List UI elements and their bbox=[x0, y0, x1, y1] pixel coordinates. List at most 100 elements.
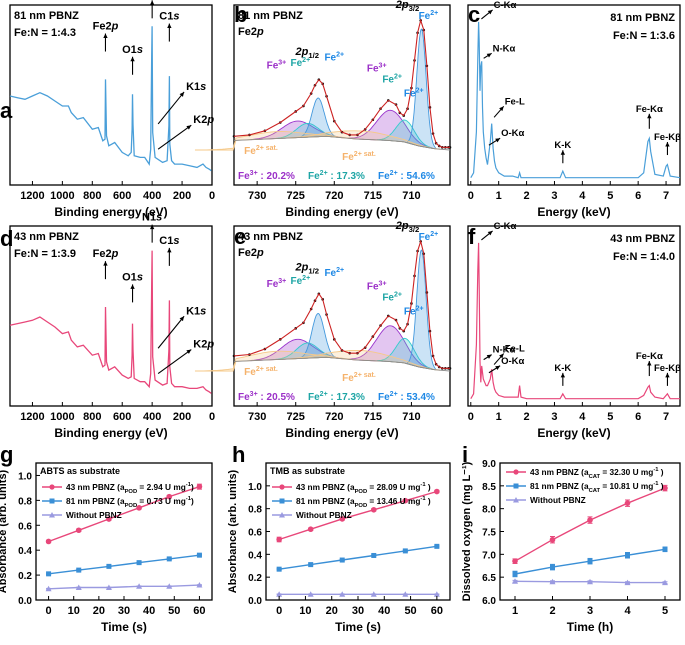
x-tick-label: 710 bbox=[402, 190, 420, 202]
data-marker bbox=[75, 584, 82, 591]
x-tick-label: 710 bbox=[402, 411, 420, 423]
label-part: : 54.6% bbox=[398, 171, 435, 182]
label-part: (a bbox=[579, 467, 589, 477]
peak-label: Fe2p bbox=[93, 248, 119, 260]
panel-i: 43 nm PBNZ (aCAT​ = 32.30 U mg-1​ )81 nm… bbox=[461, 442, 681, 634]
label-part: 81 nm PBNZ bbox=[66, 496, 115, 506]
superscript: 2+ bbox=[416, 306, 424, 313]
peak-annotation: 2p1/2​ bbox=[295, 261, 320, 275]
superscript: -1 bbox=[420, 482, 426, 488]
panel-subtitle: Fe2p bbox=[238, 247, 264, 259]
label-part: Fe2 bbox=[93, 248, 112, 260]
fraction-text: Fe2+​ : 54.6% bbox=[378, 170, 435, 182]
x-tick-label: 7 bbox=[663, 190, 669, 202]
label-part: Fe bbox=[324, 52, 336, 63]
x-tick-label: 30 bbox=[352, 605, 364, 617]
data-marker bbox=[339, 557, 345, 563]
peak-annotation: Fe3+​ bbox=[367, 281, 387, 293]
x-tick-label: 5 bbox=[662, 605, 668, 617]
label-part: Fe bbox=[267, 279, 279, 290]
label-part: K2 bbox=[193, 339, 207, 351]
peak-annotation: 2p3/2​ bbox=[395, 0, 420, 13]
y-tick-label: 0.6 bbox=[248, 528, 262, 539]
data-marker bbox=[512, 558, 518, 564]
superscript: 2+ bbox=[394, 292, 402, 299]
data-marker bbox=[136, 560, 142, 566]
data-marker bbox=[433, 591, 440, 597]
x-tick-label: 400 bbox=[143, 190, 161, 202]
survey-line bbox=[9, 26, 212, 172]
x-tick-label: 2 bbox=[524, 190, 530, 202]
label-part: s bbox=[137, 271, 143, 283]
x-tick-label: 0 bbox=[468, 411, 474, 423]
x-axis-label: Time (h) bbox=[567, 620, 613, 634]
peak-annotation: Fe3+​ bbox=[267, 60, 287, 72]
label-part: p bbox=[111, 248, 119, 260]
arrow-head bbox=[486, 53, 492, 58]
peak-annotation: Fe2+​ bbox=[291, 57, 311, 69]
label-part: Fe bbox=[238, 392, 250, 403]
arrow-head bbox=[560, 372, 566, 378]
background-line bbox=[233, 356, 451, 372]
label-part: Fe bbox=[244, 146, 256, 157]
fraction-text: Fe3+​ : 20.5% bbox=[238, 391, 295, 403]
superscript: 2+ sat. bbox=[354, 151, 376, 158]
x-tick-label: 200 bbox=[173, 411, 191, 423]
label-part: = 0.73 U mg bbox=[137, 496, 186, 506]
x-tick-label: 725 bbox=[287, 411, 305, 423]
label-part: p bbox=[111, 21, 119, 33]
x-tick-label: 725 bbox=[287, 190, 305, 202]
survey-line bbox=[9, 250, 212, 394]
data-marker bbox=[75, 527, 82, 534]
label-part: = 13.46 U mg bbox=[367, 496, 420, 506]
series-line bbox=[48, 584, 200, 590]
peak-arrow bbox=[157, 124, 192, 150]
panel-letter: g bbox=[0, 442, 13, 467]
label-part: Fe bbox=[404, 88, 416, 99]
legend-label: Without PBNZ bbox=[530, 495, 586, 505]
data-marker bbox=[662, 546, 668, 552]
label-part: Fe bbox=[342, 152, 354, 163]
label-part: 43 nm PBNZ bbox=[296, 482, 345, 492]
peak-annotation: Fe2+​ bbox=[419, 231, 439, 243]
legend-marker bbox=[279, 498, 285, 504]
y-tick-label: 8.5 bbox=[482, 482, 496, 493]
panel-letter: b bbox=[234, 2, 247, 27]
x-tick-label: 200 bbox=[173, 190, 191, 202]
peak-label: O1s bbox=[122, 271, 143, 283]
arrow-head bbox=[167, 23, 172, 29]
peak-arrow bbox=[157, 349, 192, 374]
panel-d: 1200 1000 800 600 400 200 0 Binding energy (eV)… bbox=[0, 212, 215, 440]
label-part: Fe2 bbox=[93, 21, 112, 33]
label-part: 2p bbox=[395, 220, 409, 232]
label-part: Fe bbox=[378, 171, 390, 182]
x-tick-label: 715 bbox=[364, 190, 382, 202]
arrow-head bbox=[495, 365, 501, 370]
data-marker bbox=[105, 584, 112, 591]
data-marker bbox=[402, 591, 409, 597]
subscript: POD bbox=[355, 489, 368, 495]
peak-label: K-K bbox=[554, 140, 571, 151]
arrow-head bbox=[560, 150, 566, 155]
arrow-head bbox=[186, 125, 192, 130]
label-part: C1 bbox=[159, 235, 173, 247]
arrow-head bbox=[149, 224, 155, 230]
x-tick-label: 2 bbox=[549, 605, 555, 617]
x-tick-label: 1000 bbox=[50, 190, 74, 202]
panel-subtitle: Fe:N = 1:4.3 bbox=[14, 27, 76, 39]
substrate-title: ABTS as substrate bbox=[40, 466, 120, 476]
data-marker bbox=[662, 485, 668, 491]
x-tick-label: 0 bbox=[209, 190, 215, 202]
peak-annotation: Fe2+ sat.​ bbox=[244, 366, 278, 378]
label-part: p bbox=[206, 114, 214, 126]
label-part: = 32.30 U mg bbox=[600, 467, 653, 477]
superscript: -1 bbox=[420, 496, 426, 502]
y-tick-label: 7.0 bbox=[482, 550, 496, 561]
superscript: 3+ bbox=[379, 281, 387, 288]
data-marker bbox=[76, 567, 82, 573]
peak-annotation: Fe2+​ bbox=[382, 73, 402, 85]
data-marker bbox=[587, 517, 593, 523]
data-marker bbox=[662, 579, 668, 586]
x-tick-label: 600 bbox=[113, 190, 131, 202]
arrow-head bbox=[130, 56, 135, 62]
